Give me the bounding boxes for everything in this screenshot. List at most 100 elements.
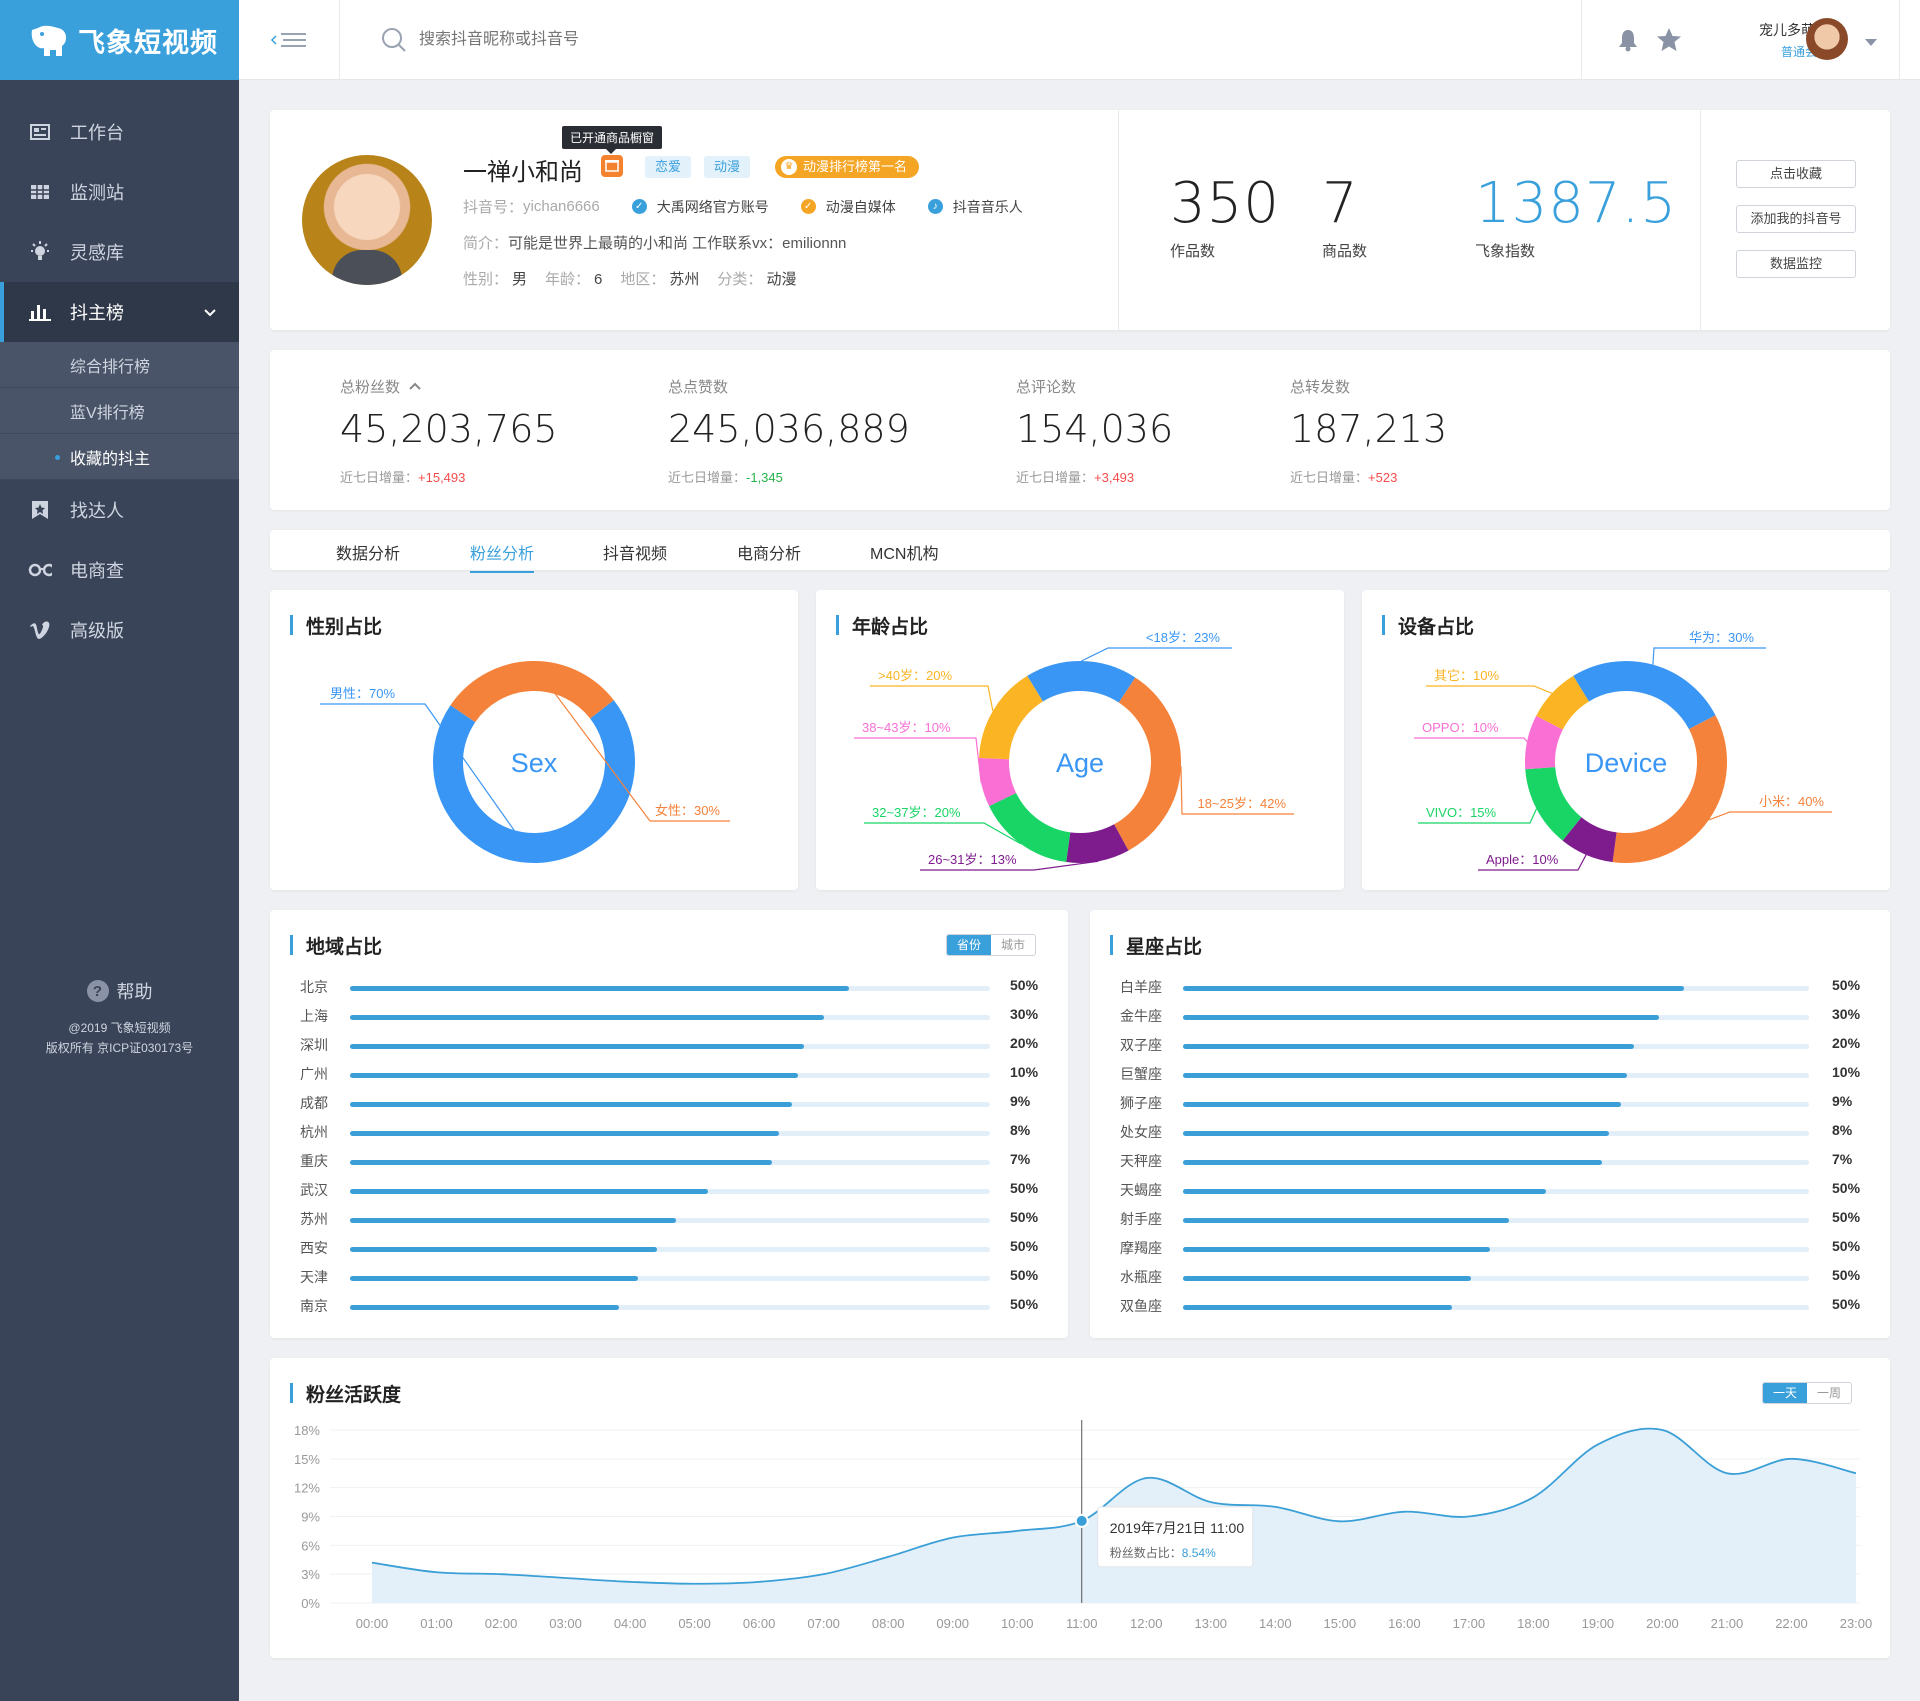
device-slice[interactable] xyxy=(1612,715,1727,863)
tab-videos[interactable]: 抖音视频 xyxy=(603,546,668,563)
logo[interactable]: 飞象短视频 xyxy=(0,0,239,80)
bar-label: 水瓶座 xyxy=(1120,1269,1162,1285)
profile-attrs-row: 性别：男 年龄： 6 地区： 苏州 分类： 动漫 xyxy=(463,268,814,289)
hover-point[interactable] xyxy=(1074,1513,1089,1528)
x-tick-label: 21:00 xyxy=(1711,1616,1744,1631)
chevron-up-icon[interactable] xyxy=(408,378,422,395)
bar-value: 10% xyxy=(1010,1064,1039,1080)
bar-label: 天秤座 xyxy=(1120,1153,1162,1169)
works-label: 作品数 xyxy=(1170,243,1216,260)
douyin-id: yichan6666 xyxy=(523,198,600,215)
bar-label: 天津 xyxy=(300,1269,328,1285)
bar-track xyxy=(1183,986,1809,991)
stats-card: 总粉丝数 45,203,765 近七日增量：+15,493 总点赞数 245,0… xyxy=(270,350,1890,510)
bar-row: 水瓶座 50% xyxy=(1090,1262,1890,1291)
add-account-button[interactable]: 添加我的抖音号 xyxy=(1736,205,1856,233)
tag-anime[interactable]: 动漫 xyxy=(704,156,751,178)
bar-track xyxy=(350,1073,990,1078)
rank-badge[interactable]: ♛ 动漫排行榜第一名 xyxy=(775,156,920,178)
nav-item-premium[interactable]: 高级版 xyxy=(0,600,239,660)
index-stat: 1387.5 飞象指数 xyxy=(1475,174,1677,261)
device-slice[interactable] xyxy=(1573,661,1716,730)
help-link[interactable]: ? 帮助 xyxy=(0,978,239,1004)
monitor-button[interactable]: 数据监控 xyxy=(1736,250,1856,278)
age-slice[interactable] xyxy=(1066,824,1129,863)
nav-item-monitor[interactable]: 监测站 xyxy=(0,162,239,222)
tooltip-title: 2019年7月21日 11:00 xyxy=(1110,1520,1245,1536)
panel-title: 性别占比 xyxy=(290,612,382,639)
device-slice[interactable] xyxy=(1536,675,1590,731)
tab-mcn[interactable]: MCN机构 xyxy=(870,546,939,563)
subnav-item-overall[interactable]: 综合排行榜 xyxy=(0,342,239,388)
bar-label: 天蝎座 xyxy=(1120,1182,1162,1198)
goods-label: 商品数 xyxy=(1322,243,1368,260)
gender-slice[interactable] xyxy=(433,700,635,863)
bar-fill xyxy=(1183,1131,1609,1136)
toggle-city[interactable]: 城市 xyxy=(991,935,1036,955)
nav-item-find-talent[interactable]: 找达人 xyxy=(0,480,239,540)
activity-chart: 0% 3% 6% 9% 12% 15% 18% 00:00 01:00 02:00 03:00 04:… xyxy=(294,1420,1872,1631)
stat-value: 45,203,765 xyxy=(340,407,558,451)
toggle-day[interactable]: 一天 xyxy=(1763,1383,1808,1403)
gender-value: 男 xyxy=(512,271,528,288)
panel-title: 地域占比 xyxy=(290,932,382,959)
bar-row: 苏州 50% xyxy=(270,1204,1068,1233)
toggle-week[interactable]: 一周 xyxy=(1807,1383,1852,1403)
search-input[interactable] xyxy=(419,25,919,55)
age-field: 年龄： 6 xyxy=(545,268,602,289)
age-slice[interactable] xyxy=(979,758,1017,807)
tab-data-analysis[interactable]: 数据分析 xyxy=(336,546,401,563)
subnav-item-bluev[interactable]: 蓝V排行榜 xyxy=(0,388,239,434)
bar-fill xyxy=(1183,1189,1547,1194)
subnav-item-favorites[interactable]: 收藏的抖主 xyxy=(0,434,239,480)
nav-label: 工作台 xyxy=(70,123,124,143)
device-slice[interactable] xyxy=(1525,766,1582,841)
bar-label: 北京 xyxy=(300,979,328,995)
bar-value: 10% xyxy=(1832,1064,1861,1080)
bar-value: 50% xyxy=(1010,1238,1039,1254)
stat-title: 总粉丝数 xyxy=(340,379,401,396)
toggle-province[interactable]: 省份 xyxy=(947,935,992,955)
tab-fans-analysis[interactable]: 粉丝分析 xyxy=(470,540,535,573)
age-slice[interactable] xyxy=(979,675,1044,760)
bar-row: 双子座 20% xyxy=(1090,1030,1890,1059)
panel-title: 设备占比 xyxy=(1382,612,1474,639)
activity-panel: 粉丝活跃度 一天 一周 0% 3% 6% 9% 12% 15% 18% 00:00 01:00 0… xyxy=(270,1358,1890,1658)
verify-badge: ✓ 动漫自媒体 xyxy=(800,197,896,217)
bar-track xyxy=(1183,1189,1809,1194)
nav-item-workbench[interactable]: 工作台 xyxy=(0,102,239,162)
age-leader-line xyxy=(864,822,1021,845)
bell-icon[interactable] xyxy=(1617,28,1639,57)
device-slice[interactable] xyxy=(1525,715,1564,770)
tag-love[interactable]: 恋爱 xyxy=(645,156,692,178)
help-section: ? 帮助 @2019 飞象短视频 版权所有 京ICP证030173号 xyxy=(0,978,239,1058)
profile-divider xyxy=(1700,110,1701,330)
age-slice[interactable] xyxy=(1113,677,1181,851)
favorite-button[interactable]: 点击收藏 xyxy=(1736,160,1856,188)
menu-toggle-icon[interactable] xyxy=(269,30,309,55)
age-slice-label: 26~31岁：13% xyxy=(928,852,1017,867)
bar-label: 苏州 xyxy=(300,1211,328,1227)
tab-ecommerce[interactable]: 电商分析 xyxy=(737,546,802,563)
device-slice[interactable] xyxy=(1562,816,1618,863)
avatar[interactable] xyxy=(1806,18,1848,60)
bar-fill xyxy=(1183,1160,1603,1165)
nav-item-inspiration[interactable]: 灵感库 xyxy=(0,222,239,282)
star-icon[interactable] xyxy=(1656,27,1682,58)
age-slice[interactable] xyxy=(989,792,1071,863)
nav-item-ranking[interactable]: 抖主榜 xyxy=(0,282,239,342)
caret-down-icon[interactable] xyxy=(1864,35,1878,53)
x-tick-label: 06:00 xyxy=(743,1616,776,1631)
shop-icon[interactable] xyxy=(601,155,623,177)
y-tick-label: 18% xyxy=(294,1423,320,1438)
gender-leader-line xyxy=(320,703,538,864)
check-icon: ✓ xyxy=(631,199,647,214)
x-tick-label: 08:00 xyxy=(872,1616,905,1631)
gender-slice[interactable] xyxy=(450,661,614,723)
age-panel: 年龄占比 <18岁：23% 18~25岁：42% 26~31岁：13% 32~37岁：… xyxy=(816,590,1344,890)
nav-item-ecommerce[interactable]: 电商查 xyxy=(0,540,239,600)
verify-badge: ✓ 大禹网络官方账号 xyxy=(631,197,769,217)
bar-track xyxy=(350,1160,990,1165)
copyright-line: 版权所有 京ICP证030173号 xyxy=(45,1041,194,1055)
age-slice[interactable] xyxy=(1027,661,1136,703)
